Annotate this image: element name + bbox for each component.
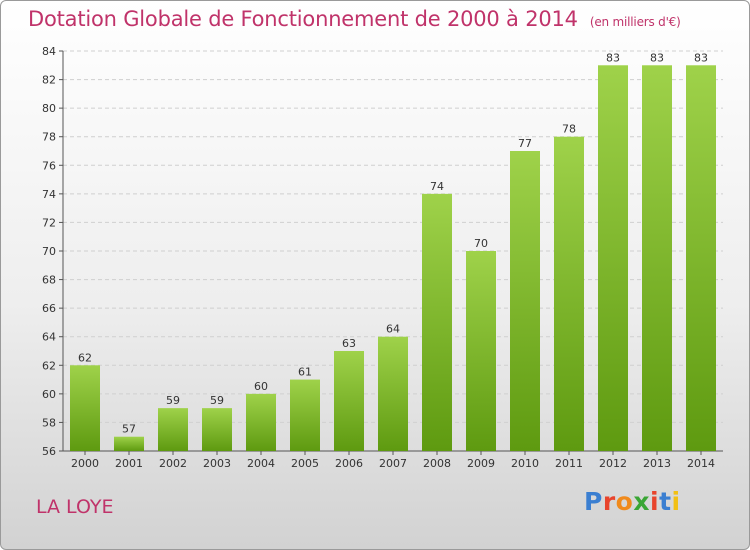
proxiti-logo: Proxiti <box>584 487 681 516</box>
y-tick-label: 58 <box>42 416 56 429</box>
bar-2000 <box>70 365 100 451</box>
value-label: 57 <box>122 423 136 436</box>
chart-title: Dotation Globale de Fonctionnement de 20… <box>28 7 681 31</box>
value-label: 83 <box>650 51 664 64</box>
bar-2009 <box>466 251 496 451</box>
x-tick-label: 2010 <box>511 457 539 470</box>
value-label: 62 <box>78 351 92 364</box>
x-tick-label: 2011 <box>555 457 583 470</box>
value-label: 78 <box>562 123 576 136</box>
bar-2003 <box>202 408 232 451</box>
bar-2008 <box>422 193 452 451</box>
logo-letter: t <box>659 487 672 516</box>
y-tick-label: 82 <box>42 74 56 87</box>
bar-2001 <box>114 436 144 451</box>
bar-2012 <box>598 65 628 452</box>
y-tick-label: 76 <box>42 159 56 172</box>
x-tick-label: 2000 <box>71 457 99 470</box>
bar-2005 <box>290 379 320 451</box>
value-label: 64 <box>386 323 400 336</box>
value-label: 60 <box>254 380 268 393</box>
y-tick-label: 70 <box>42 245 56 258</box>
logo-letter: x <box>633 487 650 516</box>
x-tick-label: 2012 <box>599 457 627 470</box>
x-tick-label: 2009 <box>467 457 495 470</box>
y-tick-label: 84 <box>42 45 56 58</box>
value-label: 77 <box>518 137 532 150</box>
commune-name: LA LOYE <box>36 496 114 518</box>
value-label: 83 <box>606 51 620 64</box>
logo-letter: P <box>584 487 603 516</box>
logo-letter: i <box>671 487 681 516</box>
y-tick-label: 66 <box>42 302 56 315</box>
logo-letter: o <box>615 487 634 516</box>
bar-2013 <box>642 65 672 452</box>
bars <box>70 65 716 452</box>
value-label: 61 <box>298 366 312 379</box>
x-tick-label: 2005 <box>291 457 319 470</box>
logo-letter: r <box>602 487 616 516</box>
y-tick-label: 74 <box>42 188 56 201</box>
chart-title-text: Dotation Globale de Fonctionnement de 20… <box>28 7 578 31</box>
x-tick-label: 2008 <box>423 457 451 470</box>
value-label: 83 <box>694 51 708 64</box>
y-tick-label: 60 <box>42 388 56 401</box>
x-tick-label: 2001 <box>115 457 143 470</box>
x-tick-label: 2003 <box>203 457 231 470</box>
bar-2014 <box>686 65 716 452</box>
y-tick-label: 80 <box>42 102 56 115</box>
x-tick-label: 2014 <box>687 457 715 470</box>
y-tick-label: 56 <box>42 445 56 458</box>
y-tick-label: 68 <box>42 274 56 287</box>
y-tick-label: 62 <box>42 359 56 372</box>
value-label: 63 <box>342 337 356 350</box>
x-tick-label: 2013 <box>643 457 671 470</box>
bar-2004 <box>246 393 276 451</box>
bar-2002 <box>158 408 188 451</box>
value-label: 59 <box>210 394 224 407</box>
y-tick-label: 64 <box>42 331 56 344</box>
x-tick-label: 2007 <box>379 457 407 470</box>
bar-2010 <box>510 151 540 451</box>
value-label: 74 <box>430 180 444 193</box>
labels: 56 58 60 62 64 66 68 70 72 74 76 78 80 82 84 62 2000 57 20… <box>42 45 715 470</box>
x-tick-label: 2002 <box>159 457 187 470</box>
value-label: 59 <box>166 394 180 407</box>
chart-unit: (en milliers d'€) <box>589 15 681 29</box>
x-tick-label: 2006 <box>335 457 363 470</box>
value-label: 70 <box>474 237 488 250</box>
x-tick-label: 2004 <box>247 457 275 470</box>
bar-2007 <box>378 336 408 451</box>
bar-2011 <box>554 136 584 451</box>
y-tick-label: 72 <box>42 216 56 229</box>
logo-letter: i <box>650 487 660 516</box>
y-tick-label: 78 <box>42 131 56 144</box>
bar-2006 <box>334 351 364 451</box>
